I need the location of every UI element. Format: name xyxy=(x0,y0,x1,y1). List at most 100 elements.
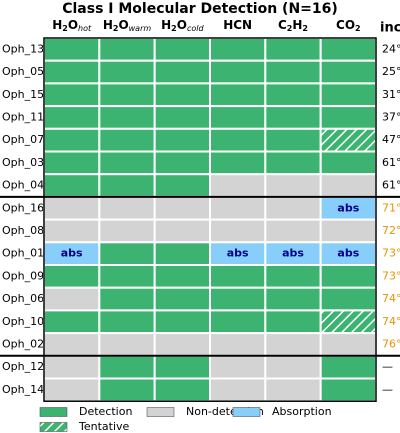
cell xyxy=(43,309,101,335)
row-label: Oph_01 xyxy=(2,247,44,260)
cell xyxy=(153,150,212,176)
inclination: 25° xyxy=(382,65,400,78)
cell xyxy=(153,173,212,198)
legend-swatch xyxy=(39,422,68,432)
chart-title: Class I Molecular Detection (N=16) xyxy=(62,1,338,17)
inclination: 76° xyxy=(382,337,400,350)
cell xyxy=(98,286,156,312)
inclination: 73° xyxy=(382,247,400,260)
cell xyxy=(264,218,322,244)
header-part: 2 xyxy=(302,24,308,33)
cell xyxy=(153,264,212,289)
cell xyxy=(153,82,212,108)
header-part: hot xyxy=(78,24,92,33)
inclination: 71° xyxy=(382,201,400,214)
cell xyxy=(319,309,377,335)
cell xyxy=(209,150,267,176)
cell xyxy=(43,377,101,403)
cell xyxy=(209,105,267,130)
cell xyxy=(209,59,267,85)
cell xyxy=(209,37,267,62)
cell xyxy=(43,332,101,357)
cell xyxy=(209,127,267,153)
inclination: 72° xyxy=(382,224,400,237)
row-label: Oph_14 xyxy=(2,383,44,396)
cell xyxy=(98,332,156,357)
cell xyxy=(209,82,267,108)
cell xyxy=(153,354,212,380)
cell xyxy=(98,354,156,380)
inclination: — xyxy=(382,360,393,373)
legend-label: Absorption xyxy=(272,405,332,418)
cell xyxy=(264,377,322,403)
row-label: Oph_03 xyxy=(2,156,44,169)
cell xyxy=(209,173,267,198)
cell xyxy=(43,37,101,62)
legend-swatch xyxy=(39,407,68,417)
cell xyxy=(319,59,377,85)
cell xyxy=(98,218,156,244)
cell xyxy=(153,286,212,312)
cell xyxy=(98,127,156,153)
cell xyxy=(209,264,267,289)
inclination: 74° xyxy=(382,315,400,328)
inclination: 31° xyxy=(382,88,400,101)
legend-label: Tentative xyxy=(78,420,130,433)
cell xyxy=(98,377,156,403)
cell xyxy=(43,82,101,108)
cell xyxy=(264,264,322,289)
cell xyxy=(98,59,156,85)
cell xyxy=(264,127,322,153)
cell xyxy=(209,309,267,335)
inc-header: inc xyxy=(380,21,400,36)
cell xyxy=(43,264,101,289)
header-part: O xyxy=(118,18,128,32)
cell xyxy=(209,195,267,221)
cell xyxy=(264,82,322,108)
header-part: O xyxy=(68,18,78,32)
cell xyxy=(153,377,212,403)
column-header: HCN xyxy=(223,18,252,32)
row-label: Oph_16 xyxy=(2,201,44,214)
cell xyxy=(43,195,101,221)
cell xyxy=(319,105,377,130)
cell xyxy=(153,195,212,221)
cell xyxy=(319,127,377,153)
column-header: C2H2 xyxy=(278,18,308,33)
inclination: 47° xyxy=(382,133,400,146)
cell xyxy=(209,286,267,312)
cell xyxy=(98,173,156,198)
cell xyxy=(264,37,322,62)
inclination: 61° xyxy=(382,156,400,169)
cell xyxy=(264,105,322,130)
header-part: 2 xyxy=(287,24,293,33)
cell xyxy=(319,264,377,289)
cell-label: abs xyxy=(227,247,249,260)
header-part: H xyxy=(161,18,171,32)
row-label: Oph_04 xyxy=(2,179,44,192)
header-part: HCN xyxy=(223,18,252,32)
cell xyxy=(43,354,101,380)
cell xyxy=(98,309,156,335)
inclination: 73° xyxy=(382,269,400,282)
cell xyxy=(319,218,377,244)
header-part: 2 xyxy=(62,24,68,33)
cell xyxy=(209,332,267,357)
cell xyxy=(319,173,377,198)
cell xyxy=(98,241,156,267)
header-part: H xyxy=(103,18,113,32)
column-header: CO2 xyxy=(336,18,361,33)
cell xyxy=(153,105,212,130)
legend-swatch xyxy=(232,407,261,417)
column-header: H2Ocold xyxy=(161,18,204,33)
cell xyxy=(264,332,322,357)
row-label: Oph_15 xyxy=(2,88,44,101)
cell xyxy=(209,218,267,244)
header-part: 2 xyxy=(171,24,177,33)
inclination: — xyxy=(382,383,393,396)
inclination: 37° xyxy=(382,110,400,123)
cell xyxy=(264,354,322,380)
header-part: H xyxy=(52,18,62,32)
header-part: warm xyxy=(129,24,152,33)
header-part: C xyxy=(278,18,287,32)
